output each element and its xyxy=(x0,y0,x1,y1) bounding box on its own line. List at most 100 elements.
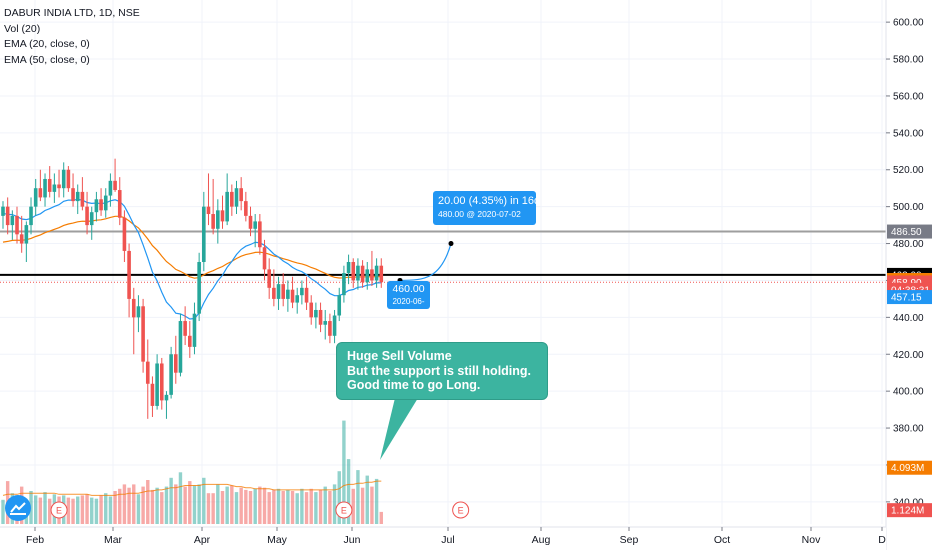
volume-bar xyxy=(323,486,327,524)
volume-bar xyxy=(379,511,383,524)
candle-body xyxy=(99,199,103,211)
time-tick-label: Oct xyxy=(714,534,730,546)
candle-body xyxy=(85,206,89,226)
candle-body xyxy=(33,188,38,207)
earnings-marker-label: E xyxy=(56,506,62,516)
candle-body xyxy=(5,206,10,226)
volume-bar xyxy=(216,484,220,524)
candle-body xyxy=(258,221,262,248)
volume-bar xyxy=(174,484,178,524)
candle-body xyxy=(276,284,281,299)
candle-body xyxy=(131,298,136,318)
time-tick-label: Aug xyxy=(532,534,551,546)
volume-bar xyxy=(188,481,192,524)
candle-body xyxy=(164,394,169,401)
volume-bar xyxy=(234,492,239,524)
candle-body xyxy=(122,217,127,251)
target-anchor-dot xyxy=(448,241,454,247)
volume-bar xyxy=(169,477,173,524)
candle-body xyxy=(103,195,108,211)
volume-bar xyxy=(286,489,290,524)
candle-body xyxy=(328,321,332,336)
candle-body xyxy=(374,265,379,281)
candle-body xyxy=(38,188,43,198)
volume-bar xyxy=(155,487,159,524)
measure-label[interactable]: 20.00 (4.35%) in 16d 480.00 @ 2020-07-02 xyxy=(433,191,541,225)
time-tick-label: D xyxy=(878,534,886,546)
volume-bar xyxy=(230,485,234,524)
volume-bar xyxy=(262,487,267,524)
volume-bar xyxy=(76,496,80,524)
candle-body xyxy=(89,212,94,226)
volume-bar xyxy=(220,491,225,524)
projection-path xyxy=(397,241,454,283)
candle-body xyxy=(19,234,24,244)
volume-bar xyxy=(85,494,89,524)
price-tick-label: 580.00 xyxy=(893,55,924,66)
candle-body xyxy=(370,269,374,281)
candle-body xyxy=(356,265,360,281)
ema50-indicator-label[interactable]: EMA (50, close, 0) xyxy=(4,53,90,66)
ema20-indicator-label[interactable]: EMA (20, close, 0) xyxy=(4,38,90,50)
note-pointer xyxy=(380,398,418,460)
volume-ma xyxy=(2,480,382,496)
time-axis[interactable]: Feb Mar Apr May Jun Jul Aug Sep Oct Nov D xyxy=(0,526,886,550)
candle-body xyxy=(117,190,122,218)
measure-change: 20.00 (4.35%) in 16d xyxy=(438,195,541,207)
volume-bar xyxy=(206,493,211,524)
volume-bar xyxy=(309,488,313,524)
candle-body xyxy=(29,206,33,226)
price-badge-label: 486.50 xyxy=(891,227,922,238)
symbol-title[interactable]: DABUR INDIA LTD, 1D, NSE xyxy=(4,7,140,19)
earnings-marker xyxy=(335,501,353,519)
candle-body xyxy=(267,269,271,288)
volume-bar xyxy=(225,486,229,524)
annotation-note[interactable]: Huge Sell Volume But the support is stil… xyxy=(336,342,548,400)
projection-curve xyxy=(399,243,452,282)
candle-body xyxy=(169,354,173,395)
time-tick-label: Mar xyxy=(104,534,123,546)
candle-body xyxy=(230,191,234,207)
volume-bar xyxy=(178,472,183,524)
volume-indicator-label[interactable]: Vol (20) xyxy=(4,22,41,35)
price-tick-label: 560.00 xyxy=(893,91,924,102)
volume-bar xyxy=(318,489,323,524)
price-tick-label: 600.00 xyxy=(893,18,924,29)
volume-bar xyxy=(328,491,332,524)
price-badges: 486.50463.00460.25458.9004:38:31457.154.… xyxy=(887,224,932,518)
candle-body xyxy=(57,184,61,189)
volume-bar xyxy=(211,493,215,524)
volume-bar xyxy=(304,492,309,524)
volume-bar xyxy=(342,420,346,524)
measure-target: 480.00 @ 2020-07-02 xyxy=(438,209,521,219)
candle-body xyxy=(342,273,346,296)
candle-body xyxy=(211,214,215,229)
pin-date: 2020-06-16 xyxy=(392,297,425,317)
time-tick-label: Sep xyxy=(620,534,639,546)
price-tick-label: 380.00 xyxy=(893,424,924,435)
candle-body xyxy=(43,178,47,198)
earnings-marker xyxy=(50,501,68,519)
price-tick-label: 340.00 xyxy=(893,497,924,508)
candle-body xyxy=(15,215,19,235)
volume-bar xyxy=(160,492,164,524)
candle-body xyxy=(300,287,304,296)
volume-bar xyxy=(365,475,369,524)
candle-body xyxy=(337,295,342,316)
candle-body xyxy=(360,265,365,283)
candle-body xyxy=(108,180,113,196)
candle-body xyxy=(318,309,323,325)
volume-bar xyxy=(80,495,85,524)
price-pin-label[interactable]: 460.00 2020-06-16 xyxy=(387,281,430,317)
volume-bar xyxy=(202,477,206,524)
earnings-marker-label: E xyxy=(341,506,347,516)
horizontal-levels xyxy=(0,230,886,283)
candle-body xyxy=(314,309,318,318)
candle-body xyxy=(309,302,314,318)
candle-body xyxy=(141,306,145,362)
tradingview-logo-icon[interactable] xyxy=(5,495,31,521)
volume-bar xyxy=(48,498,52,524)
volume-bar xyxy=(351,488,355,524)
candle-body xyxy=(216,210,220,229)
